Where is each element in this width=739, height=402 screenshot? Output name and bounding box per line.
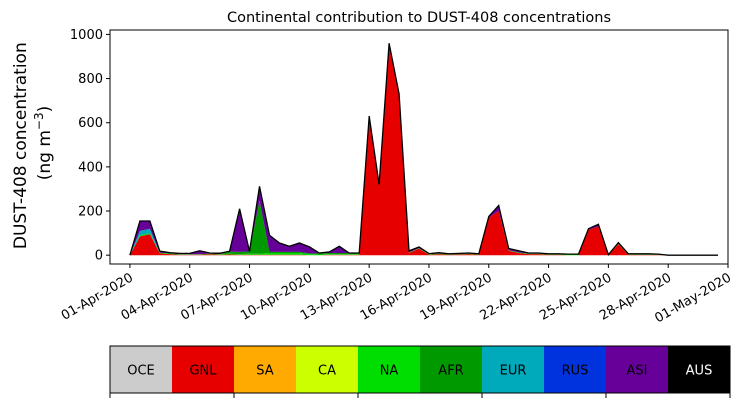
area-series-group <box>129 43 718 257</box>
y-axis-label-unit-suffix: ) <box>35 106 55 113</box>
area-asi <box>129 43 718 256</box>
area-eur <box>129 45 718 256</box>
y-axis-label-unit-prefix: (ng m <box>35 130 55 180</box>
legend-swatch <box>172 346 235 393</box>
legend-swatch <box>110 346 173 393</box>
legend-swatch <box>234 346 297 393</box>
legend-label: RUS <box>562 364 589 379</box>
legend-swatch <box>606 346 669 393</box>
legend-label: AFR <box>438 364 463 379</box>
legend-item-ca: CA <box>296 346 359 393</box>
legend-swatch <box>668 346 731 393</box>
legend-label: ASI <box>627 364 648 379</box>
y-axis-ticks: 0 200 400 600 800 1000 <box>70 28 110 264</box>
legend-label: AUS <box>686 364 713 379</box>
y-tick-label: 1000 <box>70 28 103 43</box>
y-tick-label: 800 <box>78 72 103 87</box>
legend-item-aus: AUS <box>668 346 731 393</box>
y-axis-label-unit-exponent: −3 <box>32 112 46 130</box>
legend-frame <box>109 345 731 394</box>
y-tick-label: 600 <box>78 116 103 131</box>
plot-frame <box>109 29 729 265</box>
total-outline <box>129 43 718 257</box>
legend-item-eur: EUR <box>482 346 545 393</box>
legend-swatch <box>296 346 359 393</box>
chart-title: Continental contribution to DUST-408 con… <box>227 10 611 26</box>
area-afr <box>129 45 718 256</box>
legend-label: GNL <box>189 364 217 379</box>
legend-item-asi: ASI <box>606 346 669 393</box>
area-na <box>129 45 718 256</box>
y-tick-label: 200 <box>78 205 103 220</box>
legend-swatch <box>358 346 421 393</box>
legend-item-oce: OCE <box>110 346 173 393</box>
legend-label: EUR <box>500 364 527 379</box>
y-axis-label-line2: (ng m−3) <box>32 106 55 181</box>
y-tick-label: 0 <box>95 249 103 264</box>
legend-swatch <box>420 346 483 393</box>
y-tick-label: 400 <box>78 160 103 175</box>
area-gnl <box>129 45 718 256</box>
legend-swatch <box>482 346 545 393</box>
legend-item-sa: SA <box>234 346 297 393</box>
x-axis-ticks: 01-Apr-202004-Apr-202007-Apr-202010-Apr-… <box>59 264 734 326</box>
legend-item-afr: AFR <box>420 346 483 393</box>
legend-item-gnl: GNL <box>172 346 235 393</box>
y-axis-label-line1: DUST-408 concentration <box>11 42 31 249</box>
legend: OCE GNL SA CA NA AFR EUR RUS ASI AUS <box>109 345 731 398</box>
legend-item-rus: RUS <box>544 346 607 393</box>
legend-item-na: NA <box>358 346 421 393</box>
legend-label: CA <box>318 364 336 379</box>
legend-label: OCE <box>127 364 155 379</box>
legend-swatch <box>544 346 607 393</box>
legend-label: NA <box>380 364 399 379</box>
y-axis-label: DUST-408 concentration (ng m−3) <box>11 37 55 249</box>
legend-label: SA <box>256 364 273 379</box>
